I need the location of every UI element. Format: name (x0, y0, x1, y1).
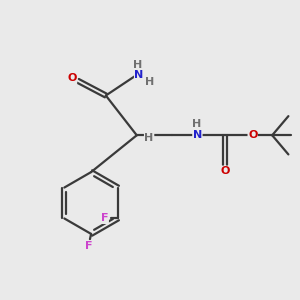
Text: N: N (193, 130, 202, 140)
Text: H: H (146, 77, 154, 87)
Text: H: H (192, 119, 201, 129)
Text: H: H (145, 133, 154, 143)
Text: F: F (85, 241, 92, 251)
Text: H: H (133, 61, 142, 70)
Text: O: O (248, 130, 257, 140)
Text: O: O (220, 166, 230, 176)
Text: F: F (101, 214, 108, 224)
Text: N: N (134, 70, 144, 80)
Text: O: O (67, 74, 77, 83)
